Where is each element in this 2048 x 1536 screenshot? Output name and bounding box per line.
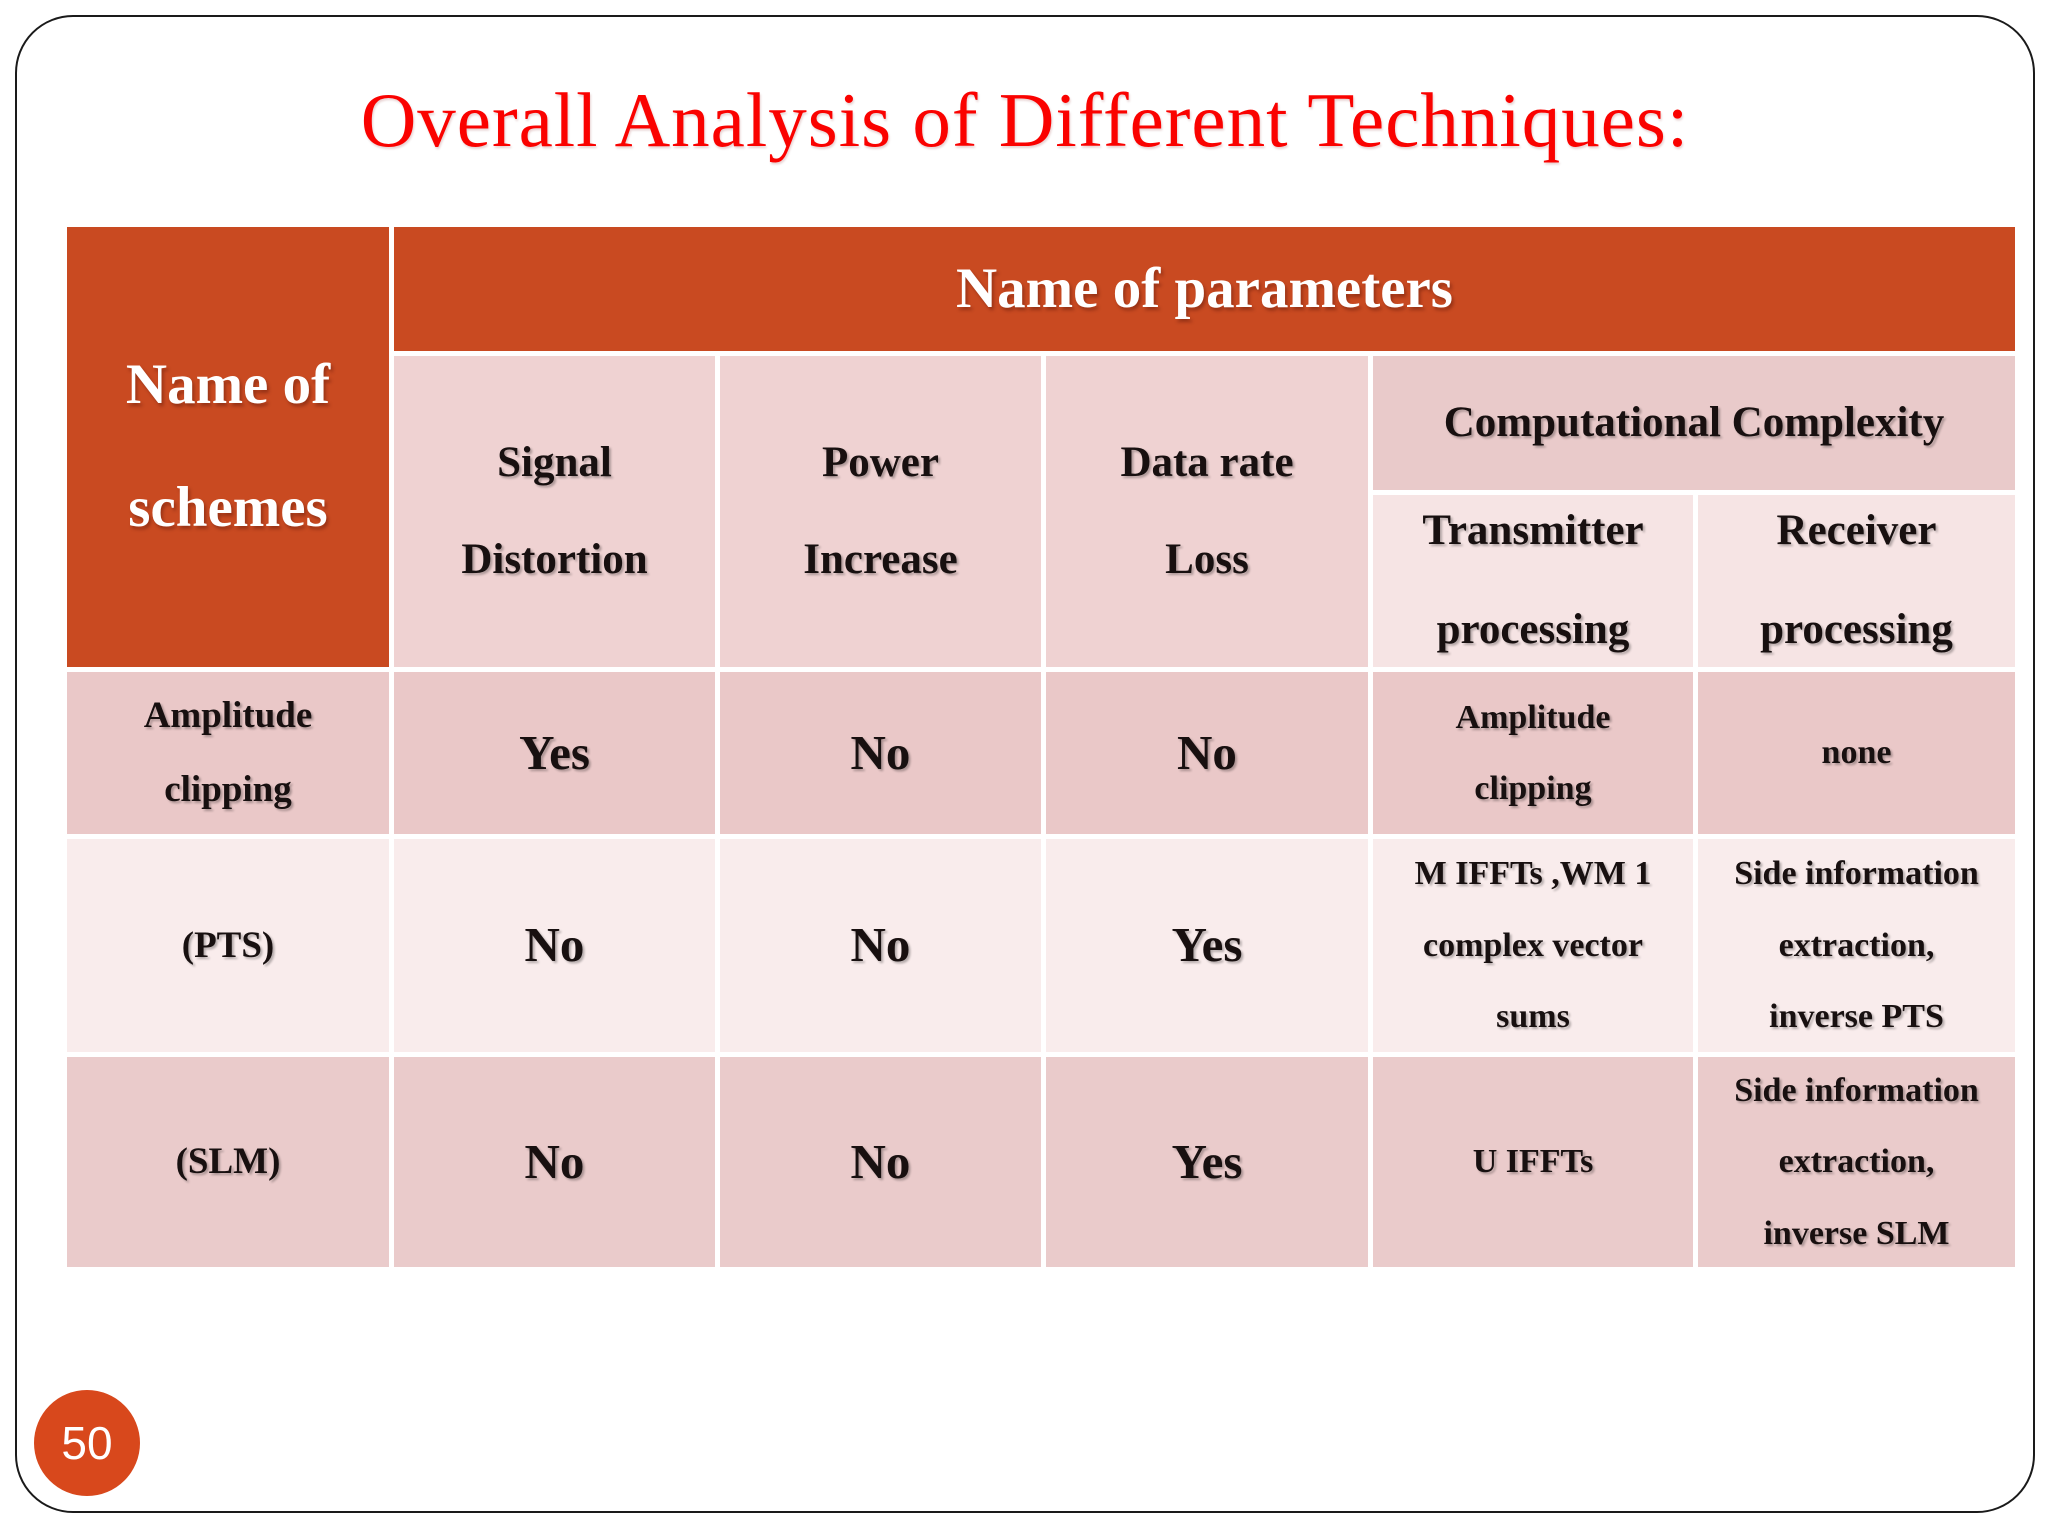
col-header-data-rate-loss: Data rate Loss [1046, 356, 1368, 667]
slide-title: Overall Analysis of Different Techniques… [360, 77, 1690, 163]
row-amplitude-scheme-cell: Amplitude clipping [67, 672, 389, 834]
slide: Overall Analysis of Different Techniques… [15, 15, 2035, 1513]
row-slm-signal-distortion-cell: No [394, 1057, 715, 1267]
row-pts-data-rate-loss-cell: Yes [1046, 839, 1368, 1052]
sub-header-transmitter-processing: Transmitter processing [1373, 495, 1693, 667]
sub-header-receiver-processing: Receiver processing [1698, 495, 2015, 667]
top-header-name-of-parameters: Name of parameters [394, 227, 2015, 351]
row-pts-scheme-cell: (PTS) [67, 839, 389, 1052]
analysis-table: Name of schemes Name of parameters Signa… [67, 227, 2015, 1267]
row-amplitude-data-rate-loss-cell: No [1046, 672, 1368, 834]
row-amplitude-receiver-cell: none [1698, 672, 2015, 834]
col-header-power-increase: Power Increase [720, 356, 1041, 667]
page-number: 50 [61, 1417, 113, 1469]
header-computational-complexity: Computational Complexity [1373, 356, 2015, 490]
row-amplitude-power-increase-cell: No [720, 672, 1041, 834]
row-slm-scheme-cell: (SLM) [67, 1057, 389, 1267]
row-amplitude-transmitter-cell: Amplitude clipping [1373, 672, 1693, 834]
page-number-badge: 50 [34, 1390, 140, 1496]
corner-header-name-of-schemes: Name of schemes [67, 227, 389, 667]
row-pts-signal-distortion-cell: No [394, 839, 715, 1052]
row-pts-power-increase-cell: No [720, 839, 1041, 1052]
row-pts-receiver-cell: Side information extraction, inverse PTS [1698, 839, 2015, 1052]
row-amplitude-signal-distortion-cell: Yes [394, 672, 715, 834]
col-header-signal-distortion: Signal Distortion [394, 356, 715, 667]
row-slm-receiver-cell: Side information extraction, inverse SLM [1698, 1057, 2015, 1267]
row-slm-power-increase-cell: No [720, 1057, 1041, 1267]
row-pts-transmitter-cell: M IFFTs ,WM 1 complex vector sums [1373, 839, 1693, 1052]
row-slm-transmitter-cell: U IFFTs [1373, 1057, 1693, 1267]
row-slm-data-rate-loss-cell: Yes [1046, 1057, 1368, 1267]
